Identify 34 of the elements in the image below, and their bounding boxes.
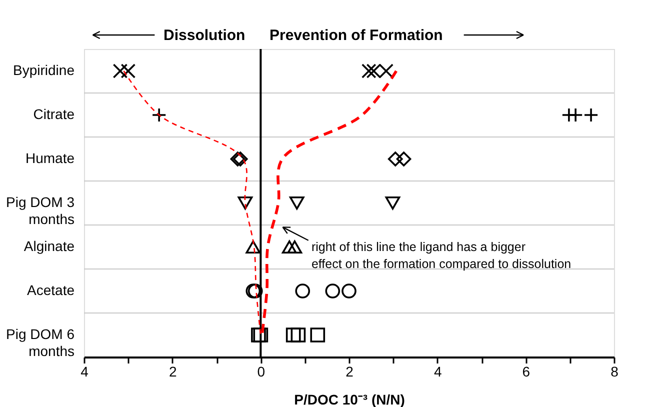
y-tick-label: Pig DOM 6 months [6, 326, 75, 359]
point [295, 284, 310, 298]
x-tick-label: 2 [168, 364, 177, 380]
point [361, 64, 376, 78]
x-tick-label: 4 [434, 364, 442, 380]
point [287, 240, 302, 254]
y-tick-label: Humate [25, 150, 75, 166]
text: Prevention of Formation [270, 27, 443, 44]
point [310, 328, 326, 342]
point [289, 196, 304, 210]
point [246, 240, 261, 254]
point [238, 196, 253, 210]
y-tick-label: Pig DOM 3 months [6, 194, 75, 227]
x-tick-label: 8 [610, 364, 619, 380]
x-tick-label: 6 [522, 364, 530, 380]
x-tick-label: 4 [80, 364, 89, 380]
point [282, 240, 297, 254]
point [120, 64, 136, 78]
x-tick-label: 0 [257, 364, 266, 380]
y-tick-label: Bypiridine [13, 62, 75, 78]
point [342, 284, 356, 298]
point [388, 152, 403, 166]
point [112, 64, 128, 78]
point [385, 196, 400, 210]
x-tick-label: 2 [346, 364, 354, 380]
y-tick-label: Acetate [27, 282, 75, 298]
y-tick-label: Citrate [33, 106, 75, 122]
point [290, 328, 306, 342]
text: Dissolution [164, 27, 246, 44]
point [325, 284, 340, 298]
point [396, 152, 412, 166]
point [286, 328, 301, 342]
annotation: right of this line the ligand has a bigger effect on the formation compared to dissolution [311, 240, 572, 271]
y-tick-label: Alginate [24, 238, 75, 254]
